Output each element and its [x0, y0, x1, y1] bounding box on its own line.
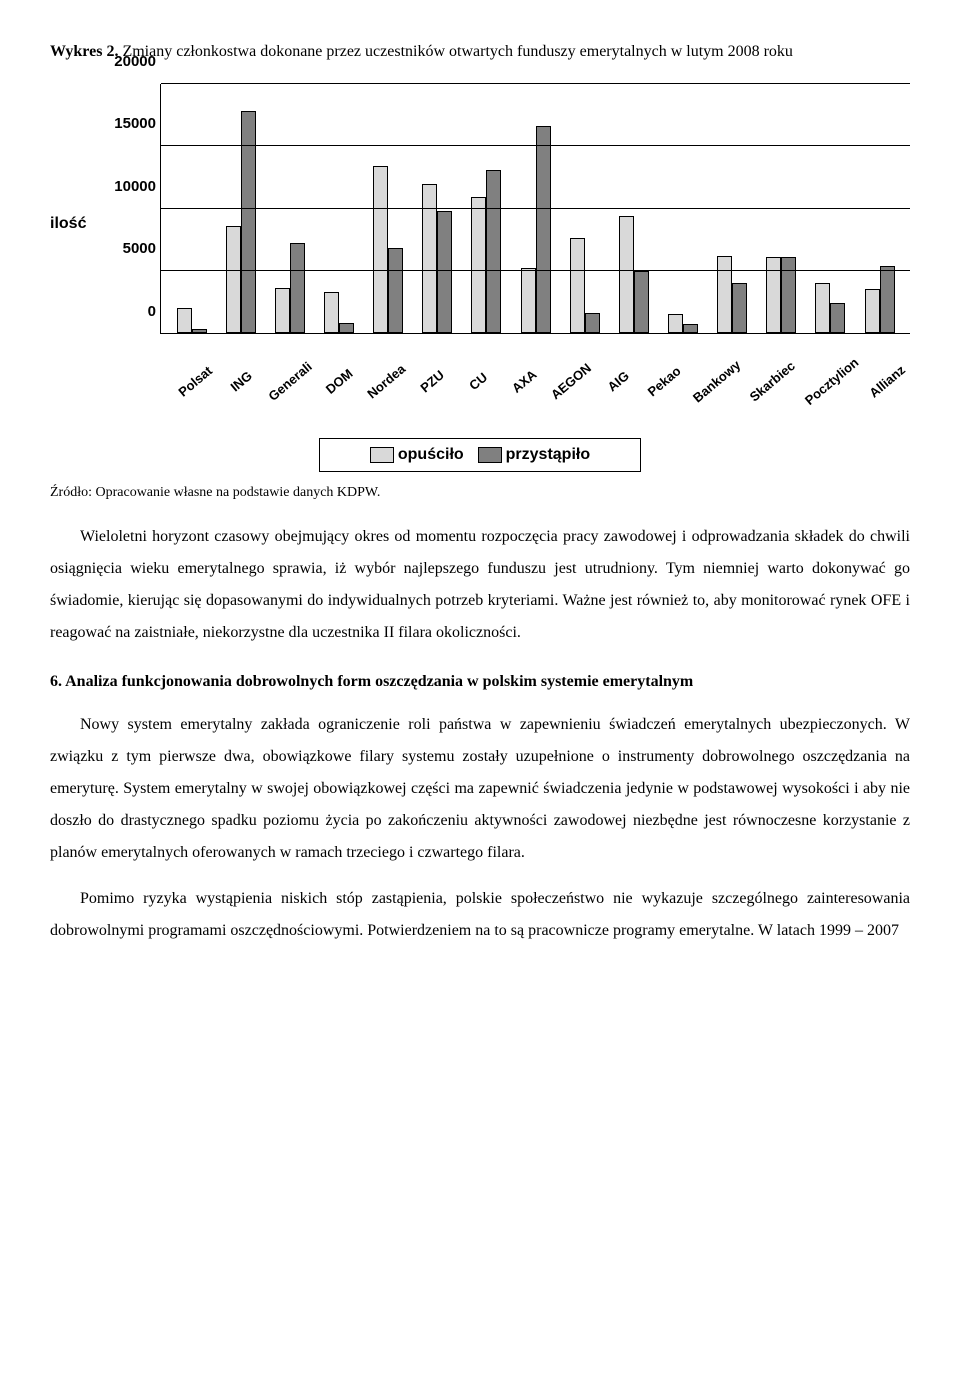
bar-przystapilo: [437, 211, 452, 333]
bar-opuscilo: [471, 197, 486, 333]
bar-opuscilo: [521, 268, 536, 333]
x-label: Allianz: [863, 359, 937, 435]
bar-group: [855, 84, 904, 333]
bar-group: [216, 84, 265, 333]
section-heading: 6. Analiza funkcjonowania dobrowolnych f…: [50, 669, 910, 695]
bar-opuscilo: [619, 216, 634, 333]
legend-swatch-przystapilo: [478, 447, 502, 463]
bar-przystapilo: [683, 324, 698, 333]
caption-text: Zmiany członkostwa dokonane przez uczest…: [122, 43, 792, 60]
bar-group: [364, 84, 413, 333]
y-tick: 20000: [114, 50, 156, 73]
bar-opuscilo: [570, 238, 585, 333]
bar-przystapilo: [781, 257, 796, 333]
bar-przystapilo: [339, 323, 354, 333]
paragraph-3: Pomimo ryzyka wystąpienia niskich stóp z…: [50, 883, 910, 947]
bar-przystapilo: [290, 243, 305, 333]
bar-opuscilo: [177, 308, 192, 333]
bar-przystapilo: [732, 283, 747, 333]
y-tick: 10000: [114, 175, 156, 198]
bar-group: [462, 84, 511, 333]
paragraph-1: Wieloletni horyzont czasowy obejmujący o…: [50, 521, 910, 649]
paragraph-2: Nowy system emerytalny zakłada ogranicze…: [50, 709, 910, 869]
bar-przystapilo: [634, 271, 649, 333]
bar-group: [413, 84, 462, 333]
figure-caption: Wykres 2. Zmiany członkostwa dokonane pr…: [50, 40, 910, 64]
bar-group: [757, 84, 806, 333]
bar-przystapilo: [830, 303, 845, 333]
bar-opuscilo: [324, 292, 339, 333]
bar-opuscilo: [766, 257, 781, 333]
bar-opuscilo: [226, 226, 241, 333]
bar-group: [511, 84, 560, 333]
legend-label-przystapilo: przystąpiło: [506, 443, 590, 467]
bar-group: [708, 84, 757, 333]
y-tick: 0: [148, 300, 156, 323]
bar-group: [560, 84, 609, 333]
y-tick: 5000: [123, 238, 156, 261]
bar-przystapilo: [536, 126, 551, 333]
chart-legend: opuściło przystąpiło: [319, 438, 641, 472]
grid-line: [161, 83, 910, 84]
bar-przystapilo: [486, 170, 501, 333]
bar-opuscilo: [373, 166, 388, 333]
caption-label: Wykres 2.: [50, 43, 118, 60]
bar-group: [314, 84, 363, 333]
bar-przystapilo: [192, 329, 207, 333]
legend-item-przystapilo: przystąpiło: [478, 443, 590, 467]
bar-przystapilo: [388, 248, 403, 333]
y-tick: 15000: [114, 113, 156, 136]
bar-opuscilo: [275, 288, 290, 333]
bar-opuscilo: [815, 283, 830, 333]
bar-group: [609, 84, 658, 333]
bar-group: [806, 84, 855, 333]
bar-przystapilo: [585, 313, 600, 333]
bar-group: [167, 84, 216, 333]
legend-item-opuscilo: opuściło: [370, 443, 464, 467]
legend-label-opuscilo: opuściło: [398, 443, 464, 467]
grid-line: [161, 145, 910, 146]
bar-przystapilo: [880, 266, 895, 333]
legend-swatch-opuscilo: [370, 447, 394, 463]
bar-opuscilo: [668, 314, 683, 333]
bar-chart: ilość 05000100001500020000 PolsatINGGene…: [50, 84, 910, 472]
bar-group: [265, 84, 314, 333]
source-text: Źródło: Opracowanie własne na podstawie …: [50, 482, 910, 503]
grid-line: [161, 208, 910, 209]
bar-opuscilo: [865, 289, 880, 333]
y-axis-label: ilość: [50, 212, 86, 236]
bar-group: [658, 84, 707, 333]
bar-opuscilo: [717, 256, 732, 333]
grid-line: [161, 270, 910, 271]
bar-opuscilo: [422, 184, 437, 333]
